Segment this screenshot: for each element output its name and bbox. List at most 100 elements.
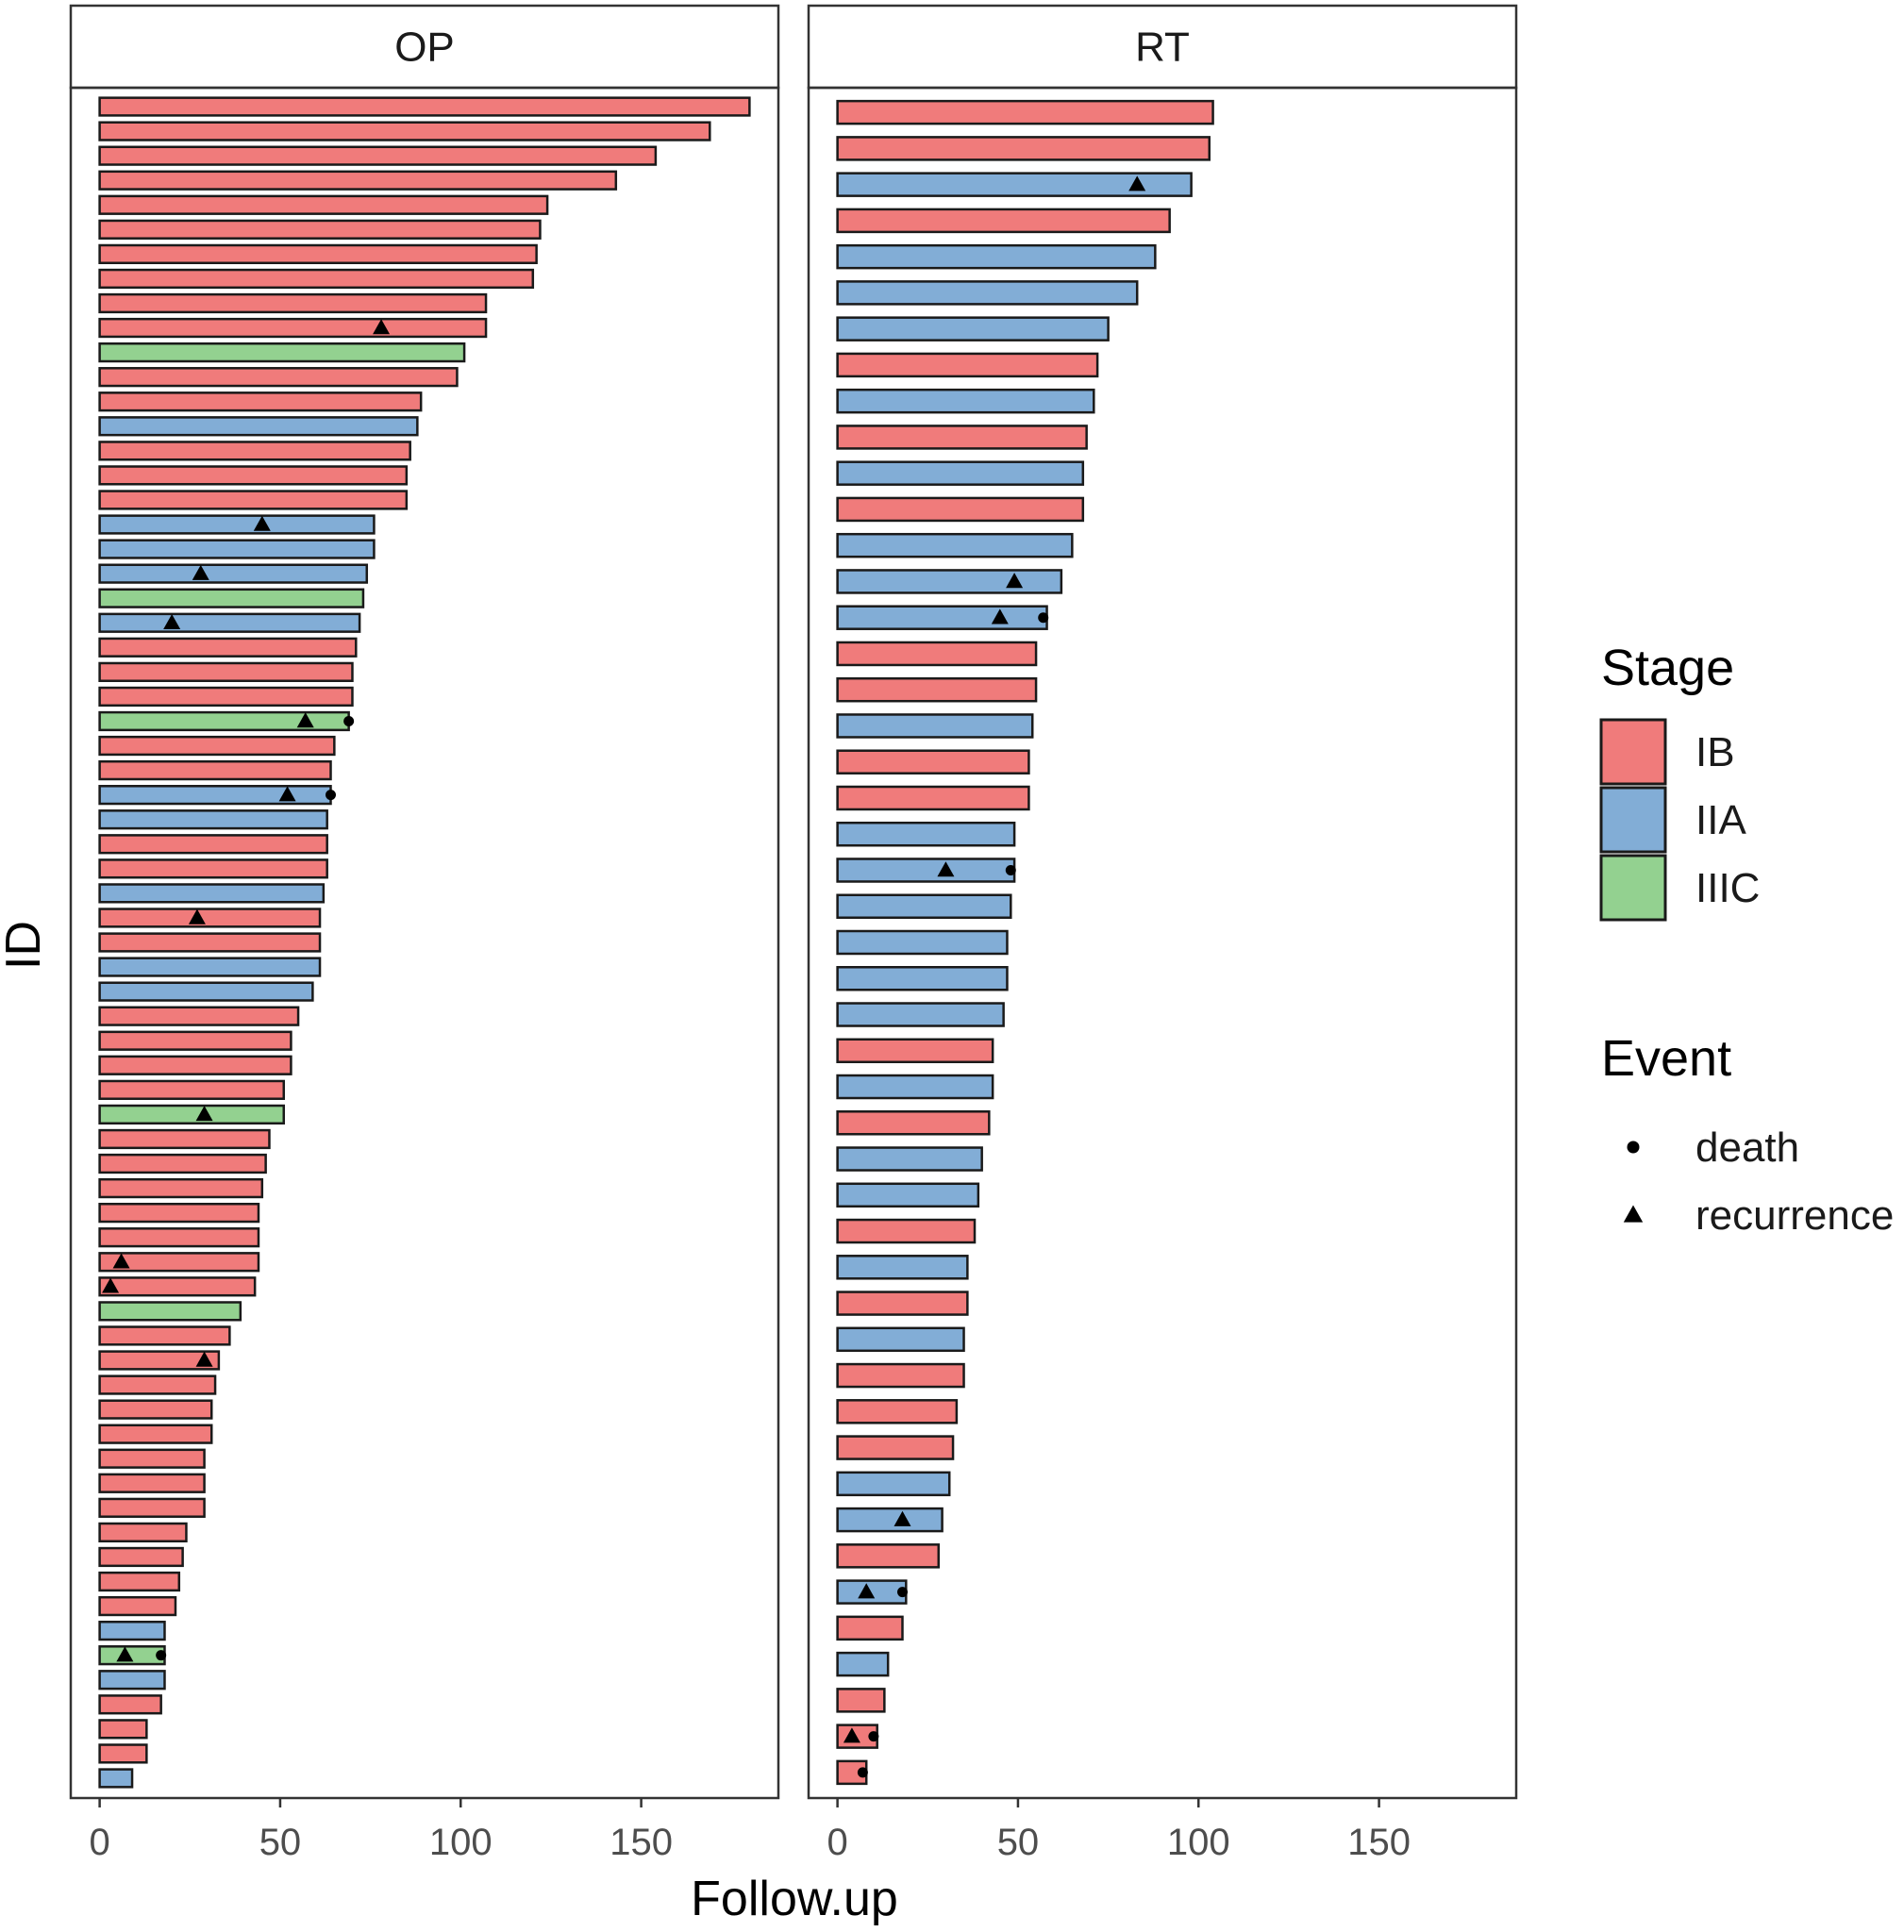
death-marker (1038, 612, 1049, 624)
bar (98, 465, 409, 486)
x-tick-label: 150 (610, 1822, 673, 1863)
bar (836, 352, 1099, 378)
bar (836, 1362, 965, 1389)
recurrence-marker (894, 1510, 911, 1526)
bar (98, 981, 314, 1002)
bar (98, 170, 618, 191)
bar (836, 1291, 969, 1316)
stage-key-label: IIIC (1695, 865, 1760, 911)
bar (836, 713, 1034, 739)
panel-rt: RT 0 50 100 150 (807, 4, 1518, 1863)
bar (98, 612, 361, 633)
bar (836, 532, 1074, 558)
bar (836, 1255, 969, 1280)
bar (98, 809, 328, 830)
bar (836, 785, 1030, 811)
death-marker (857, 1767, 868, 1778)
bar (98, 317, 488, 339)
bar (98, 1497, 206, 1518)
event-legend-title: Event (1601, 1030, 1731, 1087)
bar (836, 1615, 904, 1641)
recurrence-marker (278, 786, 296, 802)
panels: OP 0 50 100 150 RT 0 50 100 150 (69, 4, 1518, 1863)
bar (836, 1507, 944, 1533)
bar (98, 834, 328, 855)
event-legend-keys: death recurrence (1623, 1124, 1894, 1239)
bar (98, 883, 326, 904)
recurrence-marker (991, 608, 1009, 625)
bar (98, 1424, 213, 1444)
bar (98, 391, 423, 412)
bar (98, 96, 751, 117)
bar (836, 1110, 991, 1136)
bar (98, 490, 409, 510)
bar (836, 676, 1038, 703)
recurrence-marker (116, 1646, 134, 1662)
bar (98, 514, 376, 535)
bar (98, 1104, 286, 1125)
bar (98, 588, 365, 608)
bar (98, 1595, 177, 1617)
legend: Stage IB IIA IIIC Event death recurrence (1599, 640, 1894, 1239)
recurrence-marker (163, 613, 181, 629)
recurrence-marker (858, 1583, 876, 1599)
bar (98, 243, 538, 265)
stage-legend-title: Stage (1601, 640, 1734, 696)
bar (98, 1374, 217, 1395)
bar (98, 661, 354, 682)
bar (98, 957, 322, 977)
bar (98, 121, 711, 142)
x-axis-title: Follow.up (691, 1872, 898, 1926)
bar (98, 268, 535, 290)
bar (98, 637, 358, 658)
bar (98, 1694, 162, 1715)
recurrence-marker (937, 861, 955, 877)
death-marker (868, 1731, 879, 1742)
bar (98, 1571, 181, 1592)
bar (98, 441, 411, 461)
panel-strip (69, 4, 780, 90)
bar (836, 929, 1009, 956)
recurrence-marker (296, 712, 314, 728)
death-marker (326, 790, 337, 801)
bar (98, 1473, 206, 1493)
bar (98, 1203, 260, 1224)
bar (98, 1177, 264, 1199)
x-tick-label: 150 (1347, 1822, 1411, 1863)
bar (98, 219, 542, 240)
bar (98, 145, 658, 166)
bar (98, 1670, 166, 1690)
recurrence-marker (1006, 573, 1024, 589)
recurrence-marker (373, 319, 391, 335)
x-tick-label: 0 (827, 1822, 847, 1863)
bar (98, 759, 332, 781)
bar (98, 932, 322, 953)
x-tick-label: 100 (429, 1822, 493, 1863)
bar (98, 539, 376, 559)
panel-strip-label: RT (1135, 25, 1190, 71)
death-marker (896, 1587, 908, 1598)
bar (98, 1546, 184, 1568)
bar (836, 1146, 983, 1172)
panel-op: OP 0 50 100 150 (69, 4, 780, 1863)
bar (836, 243, 1157, 270)
x-tick-label: 0 (89, 1822, 109, 1863)
bar (98, 1350, 221, 1371)
bar (836, 569, 1063, 594)
bar (98, 1276, 257, 1297)
bar (836, 641, 1038, 667)
recurrence-marker (195, 1106, 213, 1122)
death-marker (343, 715, 355, 726)
bar (836, 388, 1095, 414)
recurrence-marker (195, 1351, 213, 1367)
bar (836, 1002, 1005, 1027)
recurrence-marker (1128, 175, 1146, 192)
bar (836, 1182, 980, 1208)
death-key-icon (1627, 1141, 1640, 1154)
bar (98, 686, 354, 708)
bar (98, 416, 419, 437)
recurrence-marker (102, 1277, 120, 1293)
panel-border (69, 86, 780, 1800)
bar (98, 785, 332, 806)
bar (98, 1719, 148, 1740)
